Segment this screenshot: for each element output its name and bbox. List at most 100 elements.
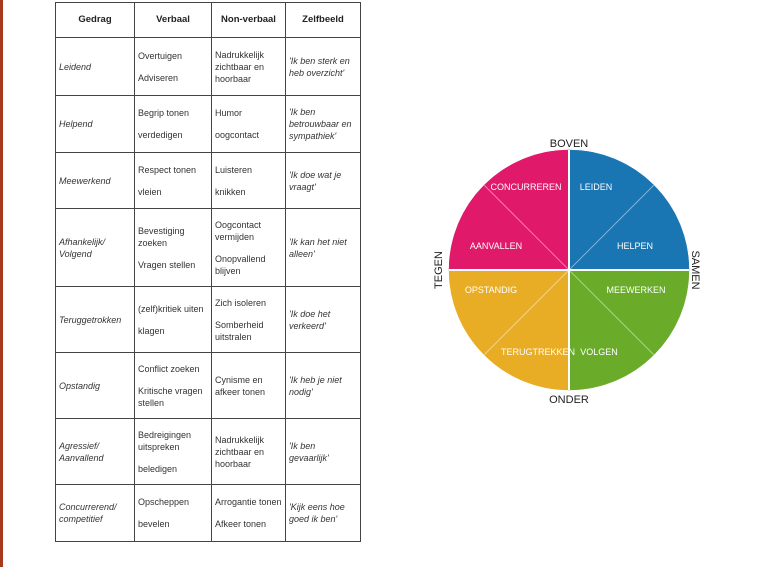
table-row: Agressief/ Aanvallend Bedreigingen uitspr…	[55, 418, 361, 485]
cell-text: 'Ik doe het verkeerd'	[289, 308, 331, 331]
left-edge-strip	[0, 0, 3, 567]
cell-text: 'Ik ben sterk en heb overzicht'	[289, 55, 350, 78]
wheel-label-opstandig: OPSTANDIG	[465, 285, 517, 295]
cell-text: Luisteren	[215, 164, 253, 175]
cell-text: 'Ik ben betrouwbaar en sympathiek'	[289, 107, 352, 141]
wheel-sector-terugtrekken	[483, 269, 570, 391]
table-row: Concurrerend/ competitief Opscheppen bevel…	[55, 484, 361, 542]
cell-verbaal: Conflict zoeken Kritische vragen stellen	[134, 352, 212, 419]
cell-nonverbaal: Humor oogcontact	[211, 95, 286, 153]
cell-text: Nadrukkelijk zichtbaar en hoorbaar	[215, 434, 265, 469]
axis-label-left: TEGEN	[433, 251, 445, 289]
table-body: Leidend Overtuigen Adviseren Nadrukkelijk z…	[55, 37, 361, 542]
wheel-sector-leiden	[568, 149, 655, 271]
cell-nonverbaal: Arrogantie tonen Afkeer tonen	[211, 484, 286, 542]
cell-text: Conflict zoeken	[138, 363, 200, 374]
cell-text: Agressief/ Aanvallend	[59, 440, 104, 463]
wheel-label-volgen: VOLGEN	[580, 347, 618, 357]
cell-text: Arrogantie tonen	[215, 497, 282, 507]
wheel-sectors	[448, 149, 690, 391]
cell-text: Kritische vragen stellen	[138, 385, 203, 408]
cell-text: Opscheppen	[138, 497, 190, 507]
cell-text: Leidend	[59, 61, 92, 72]
cell-text: Bevestiging zoeken	[138, 225, 185, 248]
wheel-label-terugtrekken: TERUGTREKKEN	[501, 347, 575, 357]
cell-gedrag: Helpend	[55, 95, 135, 153]
cell-zelfbeeld: 'Ik doe het verkeerd'	[285, 286, 361, 353]
cell-text: beledigen	[138, 463, 178, 474]
cell-nonverbaal: Luisteren knikken	[211, 152, 286, 209]
header-zelfbeeld: Zelfbeeld	[285, 2, 361, 38]
wheel-sector-opstandig	[448, 269, 570, 356]
wheel-diagonal-divider	[568, 269, 655, 356]
cell-gedrag: Teruggetrokken	[55, 286, 135, 353]
wheel-label-aanvallen: AANVALLEN	[470, 241, 522, 251]
cell-text: oogcontact	[215, 130, 260, 140]
cell-text: Concurrerend/ competitief	[59, 502, 117, 524]
cell-text: Nadrukkelijk zichtbaar en hoorbaar	[215, 49, 265, 84]
wheel-sector-meewerken	[568, 269, 690, 356]
table-header-row: Gedrag Verbaal Non-verbaal Zelfbeeld	[55, 2, 361, 38]
cell-text: Opstandig	[59, 380, 101, 391]
cell-nonverbaal: Cynisme en afkeer tonen	[211, 352, 286, 419]
cell-text: Bedreigingen uitspreken	[138, 429, 192, 452]
behavior-table: Gedrag Verbaal Non-verbaal Zelfbeeld Lei…	[55, 2, 361, 542]
behavior-wheel: LEIDEN HELPEN MEEWERKEN VOLGEN TERUGTREKKEN O…	[433, 138, 701, 406]
cell-text: Somberheid uitstralen	[215, 319, 264, 342]
wheel-sector-aanvallen	[448, 184, 570, 271]
header-gedrag: Gedrag	[55, 2, 135, 38]
cell-verbaal: Bevestiging zoeken Vragen stellen	[134, 208, 212, 287]
cell-text: Oogcontact vermijden	[215, 219, 262, 242]
table-row: Meewerkend Respect tonen vleien Luisteren kn…	[55, 152, 361, 209]
cell-gedrag: Afhankelijk/ Volgend	[55, 208, 135, 287]
cell-text: Cynisme en afkeer tonen	[215, 374, 266, 397]
wheel-diagonal-divider	[568, 184, 655, 271]
cell-zelfbeeld: 'Ik kan het niet alleen'	[285, 208, 361, 287]
wheel-sector-helpen	[568, 184, 690, 271]
cell-verbaal: Begrip tonen verdedigen	[134, 95, 212, 153]
cell-nonverbaal: Nadrukkelijk zichtbaar en hoorbaar	[211, 37, 286, 96]
cell-nonverbaal: Zich isoleren Somberheid uitstralen	[211, 286, 286, 353]
axis-label-right: SAMEN	[689, 250, 701, 289]
cell-verbaal: Opscheppen bevelen	[134, 484, 212, 542]
cell-gedrag: Agressief/ Aanvallend	[55, 418, 135, 485]
axis-label-bottom: ONDER	[549, 394, 589, 406]
header-non-verbaal: Non-verbaal	[211, 2, 286, 38]
cell-text: Adviseren	[138, 72, 179, 83]
table-row: Afhankelijk/ Volgend Bevestiging zoeken Vr…	[55, 208, 361, 287]
cell-zelfbeeld: 'Ik ben sterk en heb overzicht'	[285, 37, 361, 96]
wheel-label-meewerken: MEEWERKEN	[606, 285, 665, 295]
cell-text: 'Ik heb je niet nodig'	[289, 374, 342, 397]
cell-text: 'Ik doe wat je vraagt'	[289, 169, 342, 192]
header-verbaal: Verbaal	[134, 2, 212, 38]
cell-text: (zelf)kritiek uiten	[138, 303, 204, 314]
cell-text: 'Kijk eens hoe goed ik ben'	[289, 502, 345, 524]
cell-text: vleien	[138, 186, 162, 197]
wheel-diagonal-divider	[483, 269, 570, 356]
cell-text: Meewerkend	[59, 175, 111, 186]
wheel-segment-labels: LEIDEN HELPEN MEEWERKEN VOLGEN TERUGTREKKEN O…	[465, 182, 666, 357]
cell-nonverbaal: Nadrukkelijk zichtbaar en hoorbaar	[211, 418, 286, 485]
cell-gedrag: Opstandig	[55, 352, 135, 419]
cell-text: Onopvallend blijven	[215, 253, 266, 276]
cell-text: Humor	[215, 108, 243, 118]
cell-nonverbaal: Oogcontact vermijden Onopvallend blijven	[211, 208, 286, 287]
cell-text: bevelen	[138, 519, 170, 529]
cell-text: 'Ik kan het niet alleen'	[289, 236, 347, 259]
cell-zelfbeeld: 'Ik doe wat je vraagt'	[285, 152, 361, 209]
table-row: Opstandig Conflict zoeken Kritische vragen…	[55, 352, 361, 419]
cell-text: verdedigen	[138, 130, 183, 140]
cell-text: Overtuigen	[138, 50, 183, 61]
cell-zelfbeeld: 'Kijk eens hoe goed ik ben'	[285, 484, 361, 542]
cell-text: Afkeer tonen	[215, 519, 267, 529]
cell-text: 'Ik ben gevaarlijk'	[289, 440, 329, 463]
cell-verbaal: Bedreigingen uitspreken beledigen	[134, 418, 212, 485]
table-row: Leidend Overtuigen Adviseren Nadrukkelijk z…	[55, 37, 361, 96]
cell-gedrag: Concurrerend/ competitief	[55, 484, 135, 542]
cell-text: Vragen stellen	[138, 259, 196, 270]
cell-verbaal: Respect tonen vleien	[134, 152, 212, 209]
wheel-label-helpen: HELPEN	[617, 241, 653, 251]
axis-label-top: BOVEN	[550, 138, 589, 150]
cell-text: Zich isoleren	[215, 297, 267, 308]
cell-text: Teruggetrokken	[59, 314, 122, 325]
